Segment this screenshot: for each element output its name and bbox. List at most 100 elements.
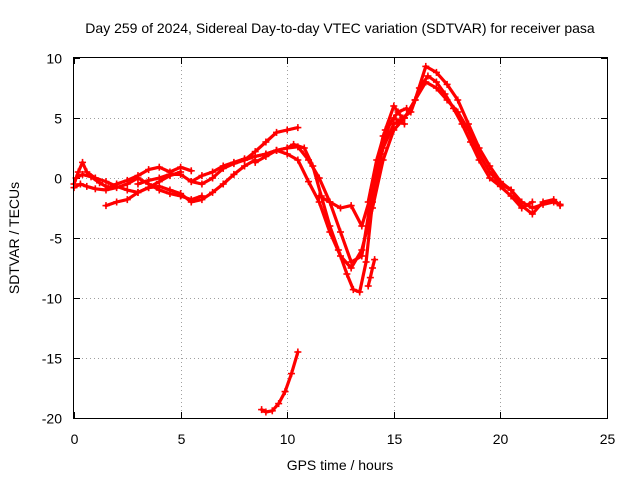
- data-point: [145, 166, 153, 174]
- data-point: [113, 184, 121, 192]
- data-point: [467, 138, 475, 146]
- data-point: [219, 180, 227, 188]
- data-point: [74, 168, 82, 176]
- data-point: [275, 400, 283, 408]
- x-tick-label: 5: [178, 431, 186, 447]
- data-point: [326, 198, 334, 206]
- data-point: [358, 246, 366, 254]
- x-tick-label: 0: [71, 431, 79, 447]
- data-point: [287, 370, 295, 378]
- data-point: [134, 174, 142, 182]
- data-point: [449, 104, 457, 112]
- y-tick-label: -15: [42, 351, 62, 367]
- data-point: [198, 196, 206, 204]
- data-point: [187, 178, 195, 186]
- data-point: [102, 186, 110, 194]
- data-point: [177, 163, 185, 171]
- data-point: [79, 170, 87, 178]
- data-point: [155, 174, 163, 182]
- data-point: [371, 256, 379, 264]
- data-point: [155, 163, 163, 171]
- data-point: [407, 108, 415, 116]
- data-point: [273, 128, 281, 136]
- data-point: [486, 162, 494, 170]
- data-point: [268, 407, 276, 415]
- data-point: [294, 156, 302, 164]
- data-point: [294, 124, 302, 132]
- data-point: [507, 192, 515, 200]
- data-point: [337, 252, 344, 260]
- data-point: [347, 264, 355, 272]
- data-point: [251, 152, 259, 160]
- data-point: [123, 186, 131, 194]
- tick-labels: 0 5 10 15 20 25 10 5 0 -5 -10 -15 -20: [42, 51, 616, 448]
- data-point: [209, 188, 217, 196]
- data-point: [518, 204, 526, 212]
- data-point: [177, 190, 185, 198]
- data-point: [177, 170, 185, 178]
- data-point: [209, 168, 217, 176]
- y-axis-label: SDTVAR / TECUs: [6, 182, 22, 294]
- data-point: [187, 167, 195, 175]
- data-series: [70, 62, 564, 416]
- data-point: [123, 196, 131, 204]
- data-point: [209, 174, 217, 182]
- data-point: [528, 210, 536, 218]
- data-point: [300, 144, 308, 152]
- data-point: [262, 152, 270, 160]
- data-point: [145, 176, 153, 184]
- data-point: [305, 178, 313, 186]
- grid-lines: [74, 58, 607, 418]
- data-point: [230, 158, 238, 166]
- data-point: [507, 186, 515, 194]
- data-point: [283, 150, 291, 158]
- data-point: [373, 156, 381, 164]
- data-point: [76, 180, 84, 188]
- data-point: [415, 84, 423, 92]
- data-point: [290, 140, 298, 148]
- data-point: [368, 204, 376, 212]
- data-point: [113, 198, 121, 206]
- series-line-arc-5: [136, 125, 300, 186]
- data-point: [166, 170, 174, 178]
- y-tick-label: 10: [46, 51, 62, 67]
- data-point: [550, 196, 558, 204]
- data-point: [91, 185, 99, 193]
- plot-frame: [73, 57, 608, 419]
- data-point: [155, 182, 163, 190]
- data-point: [198, 172, 206, 180]
- data-point: [400, 120, 408, 128]
- x-axis-label: GPS time / hours: [287, 457, 394, 473]
- data-point: [283, 126, 291, 134]
- data-point: [102, 178, 110, 186]
- data-point: [475, 156, 483, 164]
- data-point: [364, 198, 372, 206]
- data-point: [166, 186, 174, 194]
- data-point: [219, 162, 227, 170]
- data-point: [315, 192, 323, 200]
- data-point: [96, 179, 104, 187]
- data-point: [496, 182, 504, 190]
- data-point: [356, 288, 364, 296]
- data-point: [368, 264, 376, 272]
- data-point: [441, 90, 449, 98]
- data-point: [539, 198, 547, 206]
- data-point: [432, 78, 440, 86]
- data-point: [102, 202, 110, 210]
- data-point: [398, 114, 406, 122]
- data-point: [145, 184, 153, 192]
- data-point: [309, 162, 317, 170]
- data-point: [251, 158, 259, 166]
- data-point: [273, 146, 281, 154]
- data-point: [432, 68, 440, 76]
- data-point: [326, 228, 334, 236]
- data-point: [241, 162, 249, 170]
- data-point: [262, 138, 270, 146]
- data-point: [443, 80, 451, 88]
- data-point: [87, 173, 95, 181]
- data-point: [364, 282, 372, 290]
- series-line-arc-11: [366, 258, 377, 288]
- data-point: [349, 286, 357, 294]
- data-point: [458, 120, 466, 128]
